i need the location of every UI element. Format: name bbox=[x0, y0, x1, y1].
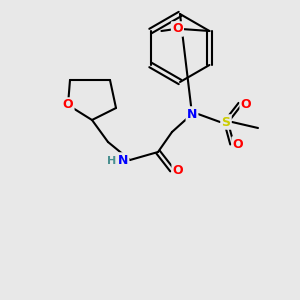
Text: N: N bbox=[118, 154, 128, 166]
Text: H: H bbox=[107, 156, 117, 166]
Text: O: O bbox=[241, 98, 251, 110]
Text: O: O bbox=[233, 137, 243, 151]
Text: S: S bbox=[221, 116, 230, 128]
Text: O: O bbox=[63, 98, 73, 112]
Text: N: N bbox=[187, 107, 197, 121]
Text: O: O bbox=[172, 22, 183, 35]
Text: O: O bbox=[173, 164, 183, 176]
